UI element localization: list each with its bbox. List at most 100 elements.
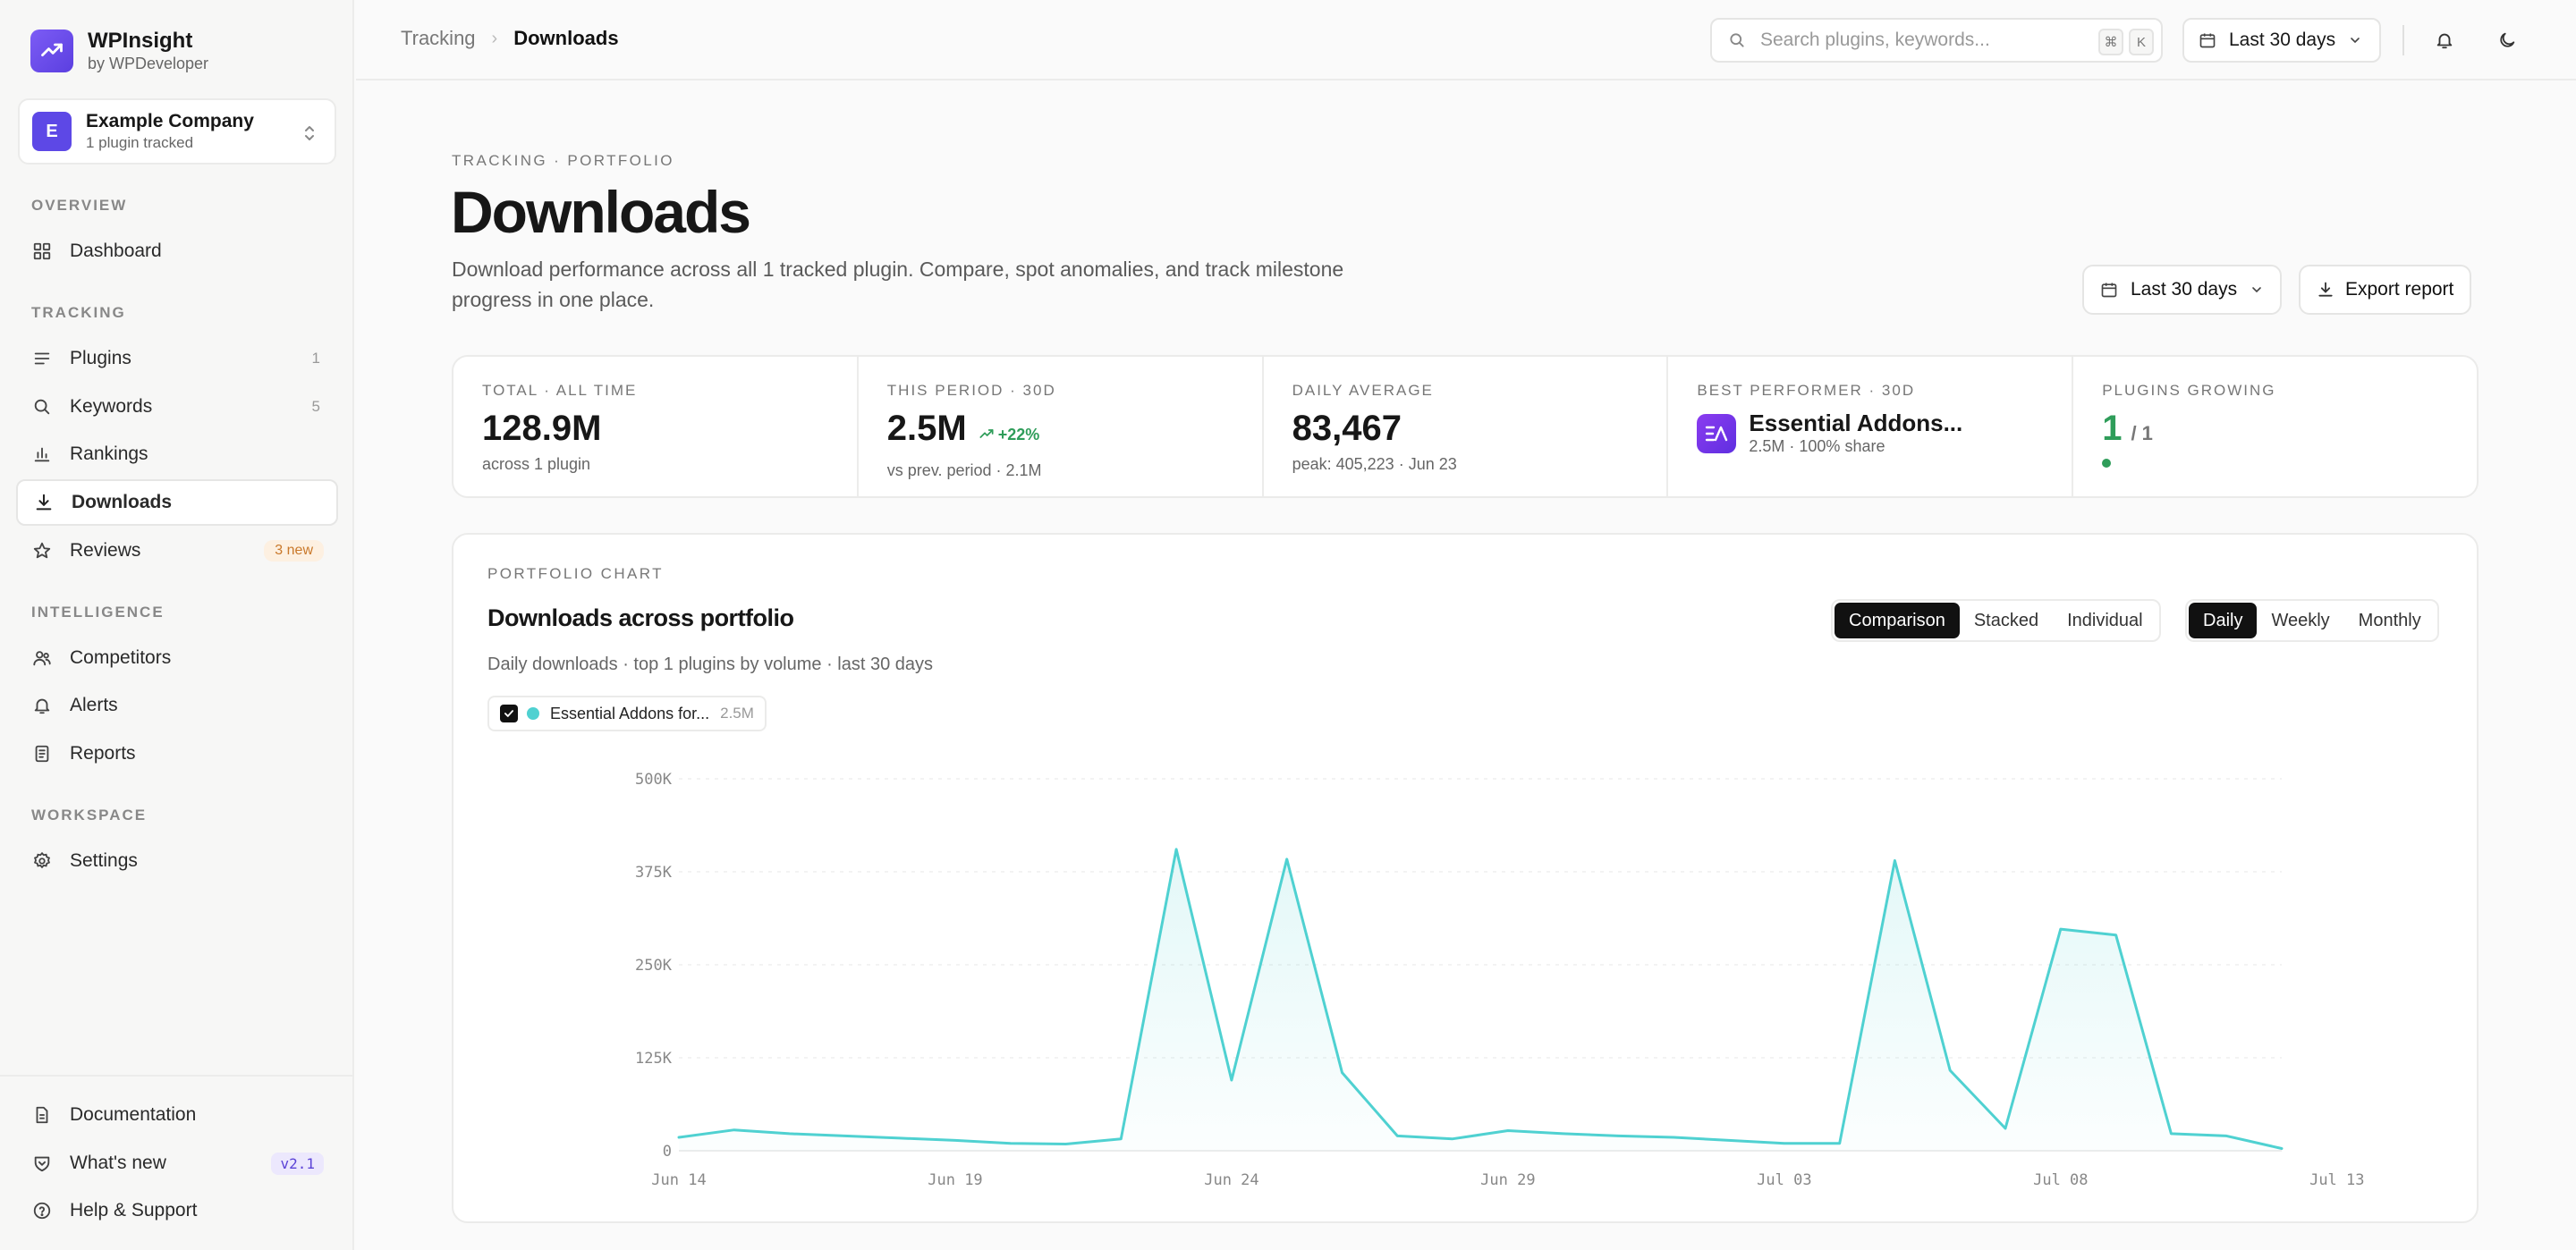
legend-item[interactable]: Essential Addons for... 2.5M bbox=[487, 696, 767, 731]
best-performer-sub: 2.5M · 100% share bbox=[1749, 437, 1885, 455]
series-line bbox=[677, 848, 2284, 1150]
interval-toggle: Daily Weekly Monthly bbox=[2185, 599, 2439, 642]
kbd-k: K bbox=[2129, 29, 2154, 55]
topbar-divider bbox=[2402, 25, 2404, 55]
workspace-switcher[interactable]: E Example Company 1 plugin tracked bbox=[18, 98, 336, 165]
nav-section-tracking: TRACKING bbox=[31, 304, 126, 321]
export-report-button[interactable]: Export report bbox=[2299, 265, 2472, 315]
stat-period: THIS PERIOD · 30D 2.5M +22% vs prev. per… bbox=[859, 357, 1264, 496]
date-range-select[interactable]: Last 30 days bbox=[2182, 18, 2381, 63]
period-delta-value: +22% bbox=[997, 426, 1040, 443]
best-performer-name: Essential Addons... bbox=[1749, 410, 1963, 436]
download-icon bbox=[34, 493, 54, 512]
nav-section-workspace: WORKSPACE bbox=[31, 807, 148, 823]
trend-up-icon bbox=[30, 30, 73, 72]
y-tick-label: 0 bbox=[663, 1143, 672, 1161]
data-point bbox=[732, 1128, 737, 1133]
x-tick-label: Jun 24 bbox=[1204, 1171, 1258, 1189]
bell-icon bbox=[2436, 33, 2453, 49]
legend-name: Essential Addons for... bbox=[550, 704, 710, 722]
sidebar-item-reviews[interactable]: Reviews 3 new bbox=[16, 528, 338, 574]
page-description: Download performance across all 1 tracke… bbox=[452, 258, 1344, 311]
sidebar-item-documentation[interactable]: Documentation bbox=[16, 1092, 338, 1138]
theme-toggle-button[interactable] bbox=[2488, 21, 2526, 59]
data-point bbox=[1229, 1077, 1234, 1083]
brand[interactable]: WPInsight by WPDeveloper bbox=[30, 29, 208, 73]
stat-value: 1 / 1 bbox=[2102, 409, 2477, 453]
x-tick-label: Jul 03 bbox=[1757, 1171, 1811, 1189]
data-point bbox=[1837, 1141, 1843, 1146]
x-tick-label: Jul 13 bbox=[2309, 1171, 2364, 1189]
breadcrumb-tracking[interactable]: Tracking bbox=[401, 27, 476, 49]
keywords-count: 5 bbox=[311, 398, 320, 415]
stat-sub: vs prev. period · 2.1M bbox=[886, 461, 1042, 479]
checkbox-checked-icon[interactable] bbox=[500, 705, 518, 722]
data-point bbox=[1671, 1135, 1676, 1140]
growing-of: / 1 bbox=[2131, 422, 2153, 444]
period-delta: +22% bbox=[979, 415, 1040, 454]
sidebar-item-reports[interactable]: Reports bbox=[16, 731, 338, 777]
data-point bbox=[1561, 1131, 1566, 1136]
sidebar-item-competitors[interactable]: Competitors bbox=[16, 635, 338, 681]
data-point bbox=[1394, 1133, 1400, 1138]
sidebar-item-label: Reviews bbox=[70, 540, 141, 561]
help-icon bbox=[32, 1201, 52, 1220]
search-icon bbox=[32, 397, 52, 417]
sidebar-item-alerts[interactable]: Alerts bbox=[16, 682, 338, 729]
list-icon bbox=[32, 349, 52, 368]
data-point bbox=[2003, 1126, 2008, 1131]
bell-icon bbox=[32, 696, 52, 715]
data-point bbox=[1782, 1141, 1787, 1146]
y-tick-label: 375K bbox=[635, 864, 673, 882]
sidebar-item-downloads[interactable]: Downloads bbox=[16, 479, 338, 526]
data-point bbox=[1118, 1136, 1123, 1142]
search-bar[interactable]: ⌘ K bbox=[1710, 18, 2163, 63]
stat-best-performer[interactable]: BEST PERFORMER · 30D Essential Addons...… bbox=[1668, 357, 2074, 496]
sidebar-item-dashboard[interactable]: Dashboard bbox=[16, 228, 338, 274]
sidebar-item-plugins[interactable]: Plugins 1 bbox=[16, 335, 338, 382]
date-range-button[interactable]: Last 30 days bbox=[2082, 265, 2283, 315]
stat-sub: peak: 405,223 · Jun 23 bbox=[1292, 455, 1457, 473]
plugins-count: 1 bbox=[311, 350, 320, 367]
users-icon bbox=[32, 648, 52, 668]
brand-name: WPInsight bbox=[88, 29, 193, 53]
mode-individual[interactable]: Individual bbox=[2067, 610, 2143, 630]
data-point bbox=[1450, 1136, 1455, 1142]
legend-value: 2.5M bbox=[720, 705, 754, 722]
sidebar-item-rankings[interactable]: Rankings bbox=[16, 431, 338, 477]
portfolio-chart-card: PORTFOLIO CHART Downloads across portfol… bbox=[452, 533, 2479, 1223]
version-badge: v2.1 bbox=[271, 1152, 324, 1175]
data-point bbox=[1615, 1133, 1621, 1138]
x-tick-label: Jul 08 bbox=[2033, 1171, 2088, 1189]
sidebar-item-settings[interactable]: Settings bbox=[16, 838, 338, 884]
notifications-button[interactable] bbox=[2426, 21, 2463, 59]
interval-weekly[interactable]: Weekly bbox=[2271, 610, 2330, 630]
view-mode-toggle: Comparison Stacked Individual bbox=[1831, 599, 2161, 642]
search-input[interactable] bbox=[1760, 30, 2082, 51]
y-tick-label: 125K bbox=[635, 1050, 673, 1068]
y-tick-label: 250K bbox=[635, 957, 673, 975]
sidebar-item-label: Reports bbox=[70, 743, 136, 764]
sidebar-item-label: Plugins bbox=[70, 348, 131, 368]
interval-monthly[interactable]: Monthly bbox=[2358, 610, 2421, 630]
x-tick-label: Jun 29 bbox=[1480, 1171, 1535, 1189]
document-icon bbox=[32, 1105, 52, 1125]
legend-color-dot bbox=[527, 707, 539, 720]
stat-total: TOTAL · ALL TIME 128.9M across 1 plugin bbox=[453, 357, 859, 496]
stat-label: TOTAL · ALL TIME bbox=[482, 382, 638, 399]
data-point bbox=[676, 1135, 682, 1140]
downloads-chart: 0 125K 250K 375K 500K Jun 14 Jun 19 Jun 24 Jun 2… bbox=[635, 771, 2364, 1189]
chevron-down-icon bbox=[2252, 287, 2261, 293]
page-eyebrow: TRACKING · PORTFOLIO bbox=[452, 152, 674, 169]
mode-comparison[interactable]: Comparison bbox=[1835, 603, 1960, 638]
sidebar-item-label: Rankings bbox=[70, 443, 148, 464]
interval-daily[interactable]: Daily bbox=[2189, 603, 2258, 638]
stat-daily-average: DAILY AVERAGE 83,467 peak: 405,223 · Jun… bbox=[1264, 357, 1669, 496]
mode-stacked[interactable]: Stacked bbox=[1973, 610, 2039, 630]
total-value: 128.9M bbox=[482, 409, 602, 448]
sidebar-item-whats-new[interactable]: What's new v2.1 bbox=[16, 1140, 338, 1187]
y-tick-label: 500K bbox=[635, 771, 673, 789]
sidebar-item-keywords[interactable]: Keywords 5 bbox=[16, 384, 338, 430]
sidebar-item-help[interactable]: Help & Support bbox=[16, 1187, 338, 1234]
grid-icon bbox=[32, 241, 52, 261]
